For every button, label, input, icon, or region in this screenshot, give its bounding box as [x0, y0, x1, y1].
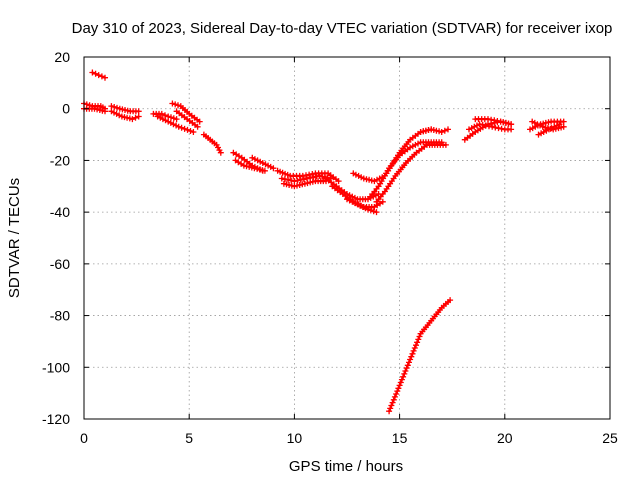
- series-line: [352, 128, 433, 183]
- x-tick-label: 0: [80, 430, 88, 446]
- series-markers: [169, 100, 203, 125]
- y-tick-label: 0: [62, 101, 70, 117]
- x-tick-label: 10: [287, 430, 303, 446]
- series-markers: [344, 196, 380, 216]
- series-arc-04: [108, 103, 142, 115]
- x-tick-label: 20: [497, 430, 513, 446]
- series-arc-19: [344, 196, 380, 216]
- series-arc-09: [173, 108, 201, 130]
- series-markers: [472, 116, 515, 128]
- series-markers: [367, 139, 445, 200]
- y-tick-label: -80: [50, 308, 70, 324]
- series-markers: [232, 157, 268, 174]
- x-axis-title: GPS time / hours: [289, 458, 403, 475]
- series-markers: [200, 131, 224, 156]
- series-arc-10: [200, 131, 224, 156]
- series-markers: [274, 167, 342, 185]
- series-markers: [466, 121, 515, 133]
- series-markers: [386, 297, 454, 415]
- series-markers: [249, 154, 277, 172]
- series-markers: [535, 121, 563, 138]
- y-tick-label: -100: [42, 359, 70, 375]
- series-markers: [89, 69, 108, 81]
- series-markers: [108, 108, 142, 123]
- series-markers: [150, 110, 180, 123]
- series-markers: [173, 108, 201, 130]
- series-arc-30: [535, 121, 563, 138]
- series-arc-26: [466, 121, 515, 133]
- y-tick-label: 20: [54, 49, 70, 65]
- series-arc-22: [373, 141, 449, 205]
- y-tick-label: -60: [50, 256, 70, 272]
- series-arc-28: [527, 118, 567, 133]
- series-arc-16: [280, 178, 329, 190]
- series-arc-12: [232, 157, 268, 174]
- series-arc-27: [472, 116, 515, 128]
- y-axis: 20 0 -20 -40 -60 -80 -100 -120: [42, 49, 610, 427]
- series-markers: [154, 113, 197, 135]
- series-arc-05: [108, 108, 142, 123]
- grid: [84, 57, 610, 419]
- x-tick-label: 5: [185, 430, 193, 446]
- series-markers: [417, 126, 451, 135]
- x-tick-label: 15: [392, 430, 408, 446]
- series-line: [202, 133, 222, 154]
- series-markers: [108, 103, 142, 115]
- y-tick-label: -20: [50, 152, 70, 168]
- series-line: [369, 141, 443, 198]
- series-arc-24: [386, 297, 454, 415]
- series-markers: [373, 141, 449, 205]
- series-arc-07: [154, 113, 197, 135]
- plot-frame: [83, 56, 611, 420]
- y-tick-label: -40: [50, 204, 70, 220]
- x-tick-label: 25: [602, 430, 618, 446]
- series-arc-03: [89, 69, 108, 81]
- series-group: [81, 69, 567, 415]
- series-markers: [323, 175, 382, 203]
- series-arc-13: [249, 154, 277, 172]
- series-arc-20: [350, 126, 435, 185]
- y-axis-title: SDTVAR / TECUs: [6, 178, 23, 298]
- series-arc-14: [274, 167, 342, 185]
- series-arc-23: [417, 126, 451, 135]
- chart-title: Day 310 of 2023, Sidereal Day-to-day VTE…: [72, 20, 613, 37]
- x-axis: 0 5 10 15 20 25: [80, 57, 618, 446]
- series-arc-08: [169, 100, 203, 125]
- y-tick-label: -120: [42, 411, 70, 427]
- series-markers: [350, 126, 435, 185]
- series-markers: [280, 178, 329, 190]
